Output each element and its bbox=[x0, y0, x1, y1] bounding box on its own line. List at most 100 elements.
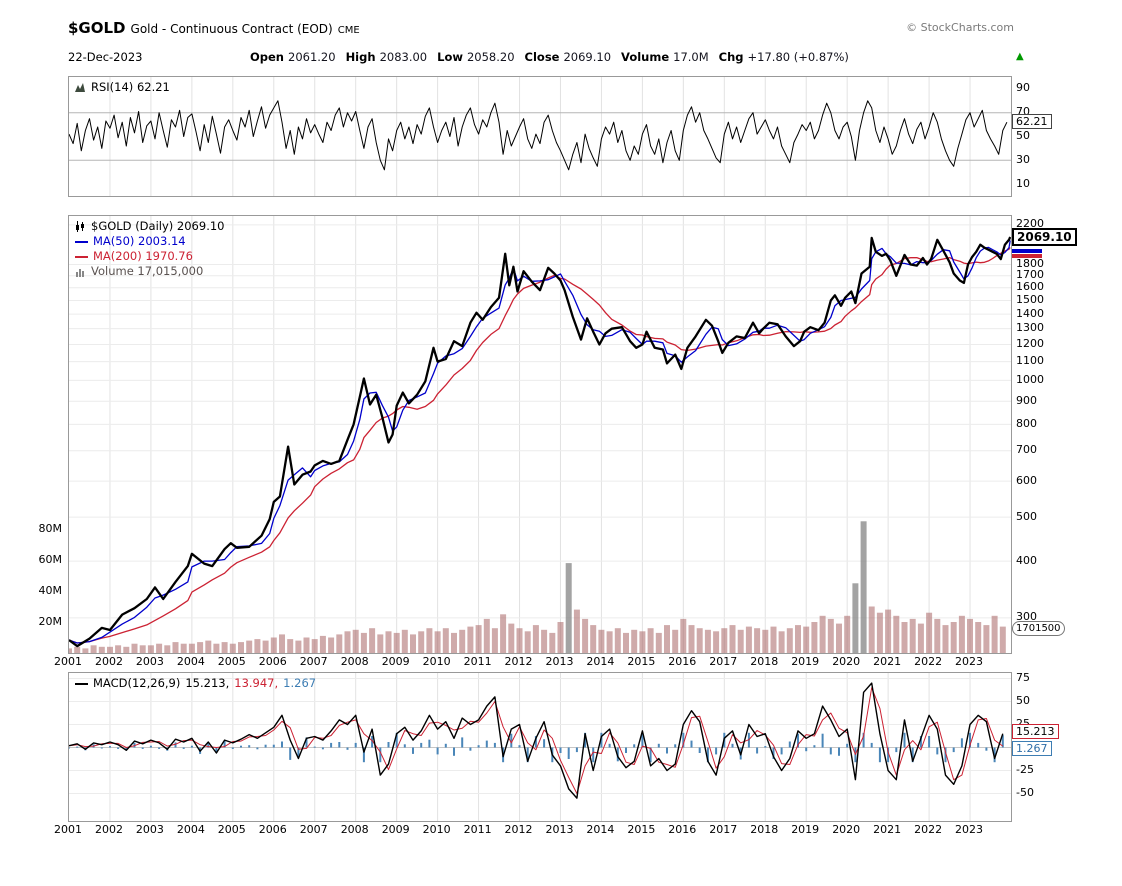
x-axis-year-label: 2017 bbox=[709, 655, 738, 668]
x-axis-year-label: 2023 bbox=[955, 655, 983, 668]
x-axis-year-label: 2007 bbox=[299, 655, 328, 668]
axis-tick: 900 bbox=[1016, 393, 1037, 407]
x-axis-year-label: 2020 bbox=[832, 823, 861, 836]
x-axis-year-label: 2002 bbox=[95, 823, 123, 836]
symbol-description: Gold - Continuous Contract (EOD) bbox=[130, 22, 333, 36]
axis-tick: 50 bbox=[1016, 129, 1030, 142]
price-legend: $GOLD (Daily) 2069.10 MA(50) 2003.14 MA(… bbox=[75, 219, 224, 279]
axis-tick: 50 bbox=[1016, 694, 1030, 707]
macd-legend: MACD(12,26,9) 15.213, 13.947, 1.267 bbox=[75, 676, 316, 691]
price-panel: $GOLD (Daily) 2069.10 MA(50) 2003.14 MA(… bbox=[68, 215, 1012, 654]
macd-signal-value: 13.947, bbox=[234, 676, 279, 690]
x-axis-year-label: 2015 bbox=[627, 655, 656, 668]
macd-legend-name: MACD(12,26,9) bbox=[93, 676, 181, 690]
rsi-panel: RSI(14) 62.21 bbox=[68, 76, 1012, 197]
x-axis-year-label: 2019 bbox=[791, 823, 820, 836]
x-axis-year-label: 2005 bbox=[217, 655, 246, 668]
x-axis-year-label: 2014 bbox=[586, 823, 615, 836]
x-axis-year-label: 2013 bbox=[545, 655, 574, 668]
x-axis-year-label: 2001 bbox=[54, 655, 82, 668]
axis-tick: 2200 bbox=[1016, 217, 1044, 231]
volume-bars-icon bbox=[76, 269, 84, 277]
high-label: High bbox=[345, 50, 376, 64]
x-axis-year-label: 2018 bbox=[750, 655, 779, 668]
x-axis-year-label: 2004 bbox=[176, 823, 205, 836]
close-label: Close bbox=[524, 50, 560, 64]
axis-tick: 1200 bbox=[1016, 336, 1044, 350]
x-axis-year-label: 2001 bbox=[54, 823, 82, 836]
exchange: CME bbox=[337, 25, 360, 36]
rsi-plot bbox=[69, 77, 1011, 196]
volume-y-axis: 80M 60M 40M 20M bbox=[16, 215, 63, 652]
volume-value-box: 1701500 bbox=[1012, 621, 1065, 636]
rsi-legend: RSI(14) 62.21 bbox=[75, 80, 170, 95]
axis-tick: 1300 bbox=[1016, 321, 1044, 335]
axis-tick: 1600 bbox=[1016, 280, 1044, 294]
last-price-box: 2069.10 bbox=[1012, 228, 1077, 246]
x-axis-year-label: 2010 bbox=[422, 655, 451, 668]
x-axis-year-label: 2019 bbox=[791, 655, 820, 668]
x-axis-year-label: 2016 bbox=[668, 655, 697, 668]
x-axis-year-label: 2006 bbox=[258, 823, 287, 836]
volume-value: 17.0M bbox=[673, 50, 709, 64]
axis-tick: 600 bbox=[1016, 473, 1037, 487]
axis-tick: 1700 bbox=[1016, 268, 1044, 282]
x-axis-year-label: 2017 bbox=[709, 823, 738, 836]
x-axis-year-label: 2009 bbox=[381, 655, 410, 668]
axis-tick: 1100 bbox=[1016, 354, 1044, 368]
open-label: Open bbox=[250, 50, 284, 64]
chg-label: Chg bbox=[718, 50, 744, 64]
axis-tick: 800 bbox=[1016, 416, 1037, 430]
axis-tick: -25 bbox=[1016, 763, 1034, 776]
x-axis-year-label: 2020 bbox=[832, 655, 861, 668]
axis-tick: 1800 bbox=[1016, 257, 1044, 270]
chg-value: +17.80 (+0.87%) bbox=[747, 50, 849, 64]
axis-tick: 1000 bbox=[1016, 372, 1044, 386]
high-value: 2083.00 bbox=[379, 50, 428, 64]
low-value: 2058.20 bbox=[466, 50, 515, 64]
ma50-axis-tag bbox=[1012, 249, 1042, 253]
axis-tick: 500 bbox=[1016, 509, 1037, 523]
rsi-indicator-icon bbox=[75, 83, 85, 92]
macd-x-axis: 2001 2002 2003 2004 2005 2006 2007 2008 2009 2010… bbox=[54, 823, 1010, 837]
candlestick-icon bbox=[76, 220, 84, 232]
macd-value-box: 15.213 bbox=[1012, 724, 1059, 739]
axis-tick: 400 bbox=[1016, 553, 1037, 567]
axis-tick: 90 bbox=[1016, 81, 1030, 95]
x-axis-year-label: 2008 bbox=[340, 655, 369, 668]
x-axis-year-label: 2008 bbox=[340, 823, 369, 836]
price-plot bbox=[69, 216, 1011, 653]
macd-plot bbox=[69, 673, 1011, 821]
macd-value: 15.213, bbox=[185, 676, 230, 690]
x-axis-year-label: 2002 bbox=[95, 655, 123, 668]
ma200-line-icon bbox=[75, 255, 88, 258]
x-axis-year-label: 2012 bbox=[504, 655, 533, 668]
price-legend-symbol: $GOLD (Daily) 2069.10 bbox=[91, 219, 225, 233]
axis-tick: 10 bbox=[1016, 176, 1030, 190]
macd-panel: MACD(12,26,9) 15.213, 13.947, 1.267 bbox=[68, 672, 1012, 822]
axis-tick: -50 bbox=[1016, 786, 1034, 799]
x-axis-year-label: 2003 bbox=[135, 655, 164, 668]
axis-tick: 20M bbox=[38, 614, 63, 628]
axis-tick: 1400 bbox=[1016, 306, 1044, 320]
macd-hist-value: 1.267 bbox=[283, 676, 317, 690]
x-axis-year-label: 2003 bbox=[135, 823, 164, 836]
x-axis-year-label: 2016 bbox=[668, 823, 697, 836]
x-axis-year-label: 2010 bbox=[422, 823, 451, 836]
axis-tick: 1500 bbox=[1016, 292, 1044, 306]
x-axis-year-label: 2006 bbox=[258, 655, 287, 668]
ma50-legend: MA(50) 2003.14 bbox=[93, 234, 186, 248]
x-axis-year-label: 2018 bbox=[750, 823, 779, 836]
axis-tick: 60M bbox=[38, 552, 63, 566]
x-axis-year-label: 2011 bbox=[463, 655, 492, 668]
quote-date: 22-Dec-2023 bbox=[68, 50, 143, 64]
volume-label: Volume bbox=[621, 50, 670, 64]
ma50-line-icon bbox=[75, 240, 88, 243]
axis-tick: 700 bbox=[1016, 443, 1037, 457]
rsi-legend-label: RSI(14) 62.21 bbox=[91, 80, 170, 94]
x-axis-year-label: 2022 bbox=[914, 823, 943, 836]
x-axis-year-label: 2012 bbox=[504, 823, 533, 836]
x-axis-year-label: 2021 bbox=[873, 655, 902, 668]
ma200-legend: MA(200) 1970.76 bbox=[93, 249, 193, 263]
